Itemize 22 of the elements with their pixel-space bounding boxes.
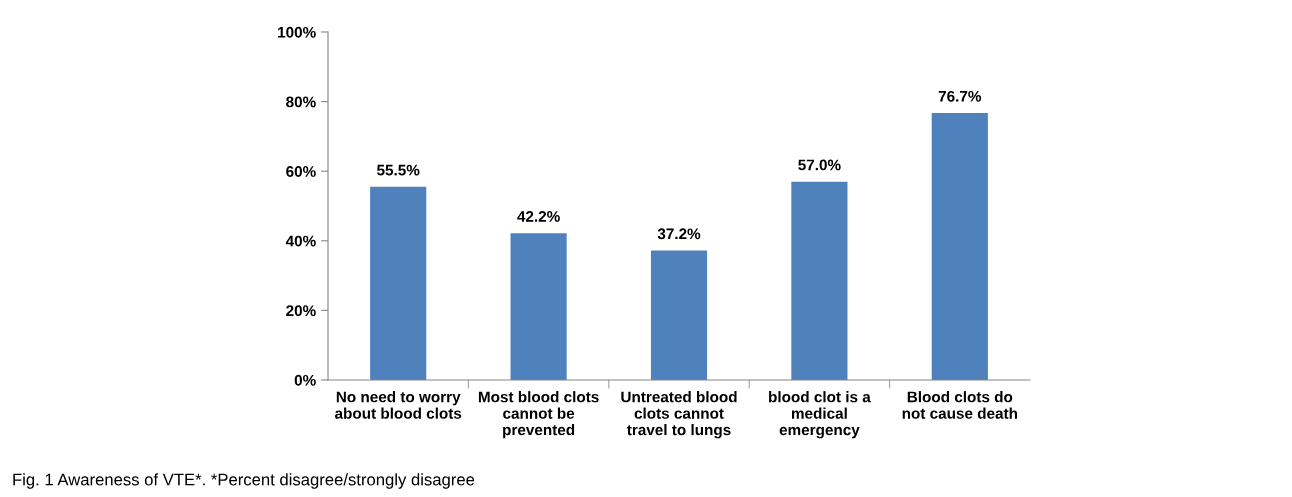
x-tick-label: No need to worry about blood clots [335, 391, 462, 419]
data-label: 42.2% [517, 210, 560, 222]
data-label: 57.0% [798, 159, 841, 171]
data-label: 55.5% [377, 164, 420, 176]
bar [931, 113, 988, 380]
y-tick-label: 0% [294, 374, 316, 386]
y-tick-label: 80% [286, 96, 316, 108]
data-label: 76.7% [938, 90, 982, 102]
x-tick-label: Untreated blood clots cannot travel to lungs [621, 391, 737, 439]
y-tick-label: 40% [285, 235, 316, 247]
x-tick-label: blood clot is a medical emergency [769, 391, 871, 439]
x-tick-label: Blood clots do not cause death [902, 391, 1018, 419]
bar [370, 186, 427, 380]
bar [791, 181, 848, 380]
caption: Fig. 1 Awareness of VTE*. *Percent disagree/strongly disagree [13, 473, 475, 489]
data-label: 37.2% [657, 228, 701, 240]
y-tick-label: 100% [278, 26, 316, 38]
x-tick-label: Most blood clots cannot be prevented [478, 391, 599, 439]
y-tick-label: 20% [286, 305, 316, 317]
bar [650, 250, 708, 380]
y-tick-label: 60% [286, 166, 316, 177]
bar [510, 233, 567, 380]
